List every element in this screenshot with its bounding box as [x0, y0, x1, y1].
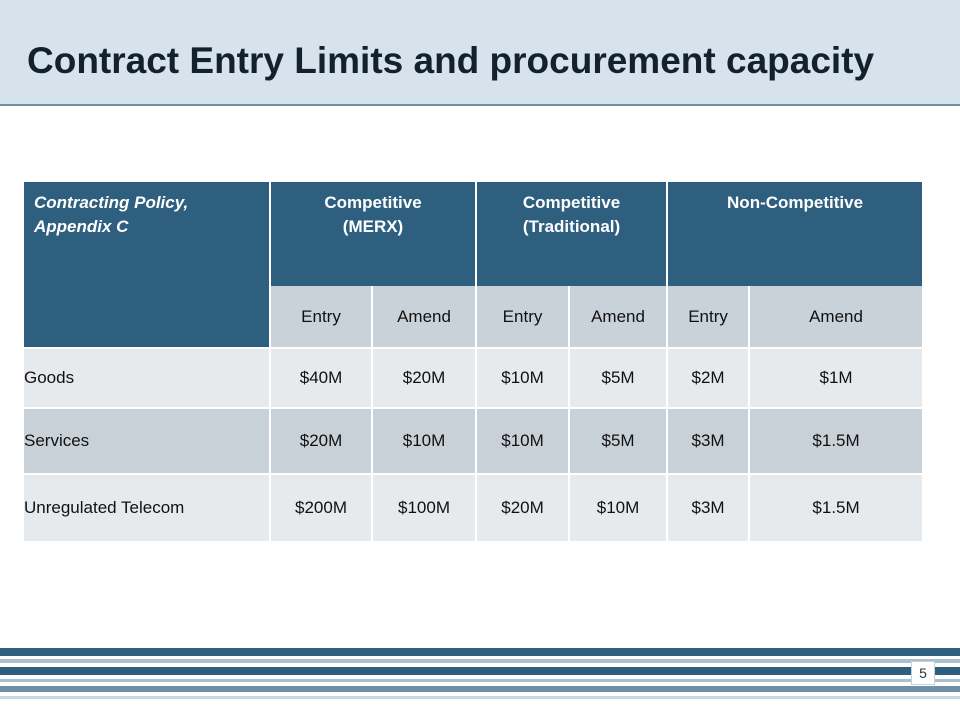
group-header-row: Contracting Policy, Appendix C Competiti… [24, 182, 923, 348]
table-cell: $10M [568, 473, 668, 541]
table-cell: $5M [568, 407, 668, 474]
group-header-line2: (MERX) [342, 217, 404, 236]
group-header-line1: Competitive [324, 193, 422, 212]
corner-label-line1: Contracting Policy, [34, 193, 189, 212]
group-header-line1: Non-Competitive [727, 193, 864, 212]
footer-stripe-dark [0, 648, 960, 656]
table-cell: $1M [748, 347, 923, 408]
table-cell: $40M [269, 347, 372, 408]
table-cell: $1.5M [748, 407, 923, 474]
table-cell: $100M [370, 473, 477, 541]
table-cell: $10M [475, 407, 570, 474]
group-header-line2: (Traditional) [522, 217, 621, 236]
contract-limits-table: Contracting Policy, Appendix C Competiti… [24, 182, 923, 541]
table-cell: $1.5M [748, 473, 923, 541]
subheader-cell: Amend [748, 286, 923, 348]
table-cell: $5M [568, 347, 668, 408]
footer-stripe-light [0, 659, 960, 663]
row-label: Services [24, 407, 270, 474]
footer-stripe-mid [0, 686, 960, 692]
footer-stripe-dark [0, 667, 960, 675]
row-label: Goods [24, 347, 270, 408]
corner-header: Contracting Policy, Appendix C [24, 182, 270, 348]
table-cell: $3M [666, 473, 750, 541]
title-bar: Contract Entry Limits and procurement ca… [0, 0, 960, 106]
table-cell: $20M [269, 407, 372, 474]
group-header-non-competitive: Non-Competitive [666, 182, 923, 286]
table-cell: $10M [475, 347, 570, 408]
row-label: Unregulated Telecom [24, 473, 270, 541]
table-cell: $10M [370, 407, 477, 474]
group-header-merx: Competitive (MERX) [268, 182, 477, 286]
table-cell: $3M [666, 407, 750, 474]
footer-stripe-light [0, 679, 960, 682]
group-header-line1: Competitive [522, 193, 621, 212]
corner-label-line2: Appendix C [34, 217, 129, 236]
table-cell: $20M [475, 473, 570, 541]
table-row: Unregulated Telecom $200M $100M $20M $10… [24, 473, 923, 541]
subheader-cell: Amend [370, 286, 477, 348]
table-cell: $20M [370, 347, 477, 408]
table-row: Services $20M $10M $10M $5M $3M $1.5M [24, 407, 923, 474]
subheader-cell: Entry [269, 286, 372, 348]
group-header-traditional: Competitive (Traditional) [475, 182, 668, 286]
table-cell: $2M [666, 347, 750, 408]
footer-stripe-light [0, 696, 960, 699]
page-title: Contract Entry Limits and procurement ca… [27, 40, 875, 81]
subheader-cell: Entry [475, 286, 570, 348]
table-cell: $200M [269, 473, 372, 541]
subheader-cell: Entry [666, 286, 750, 348]
subheader-cell: Amend [568, 286, 668, 348]
page-number: 5 [911, 661, 935, 685]
subheader-row: Entry Amend Entry Amend Entry Amend [24, 286, 923, 348]
table-row: Goods $40M $20M $10M $5M $2M $1M [24, 347, 923, 408]
